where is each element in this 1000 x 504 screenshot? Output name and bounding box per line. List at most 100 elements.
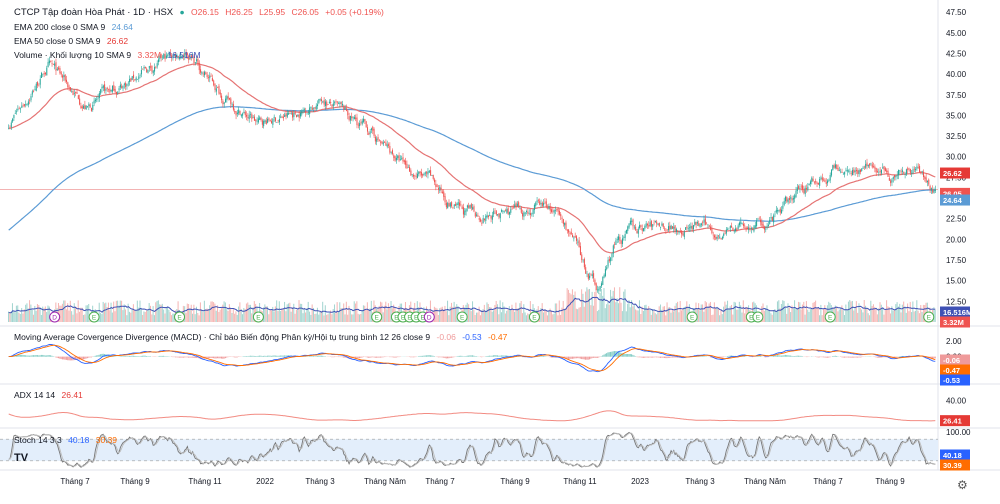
- macd-hist-bar: [263, 355, 265, 357]
- candle-body: [357, 124, 359, 126]
- adx-legend[interactable]: ADX 14 14 26.41: [14, 389, 87, 401]
- volume-bar: [920, 304, 922, 322]
- ema200-legend[interactable]: EMA 200 close 0 SMA 9 24.64: [14, 21, 137, 33]
- volume-bar: [81, 307, 83, 322]
- macd-hist-bar: [503, 355, 505, 357]
- candle-body: [727, 229, 729, 231]
- candle-body: [359, 123, 361, 127]
- macd-hist-bar: [570, 356, 572, 359]
- macd-hist-bar: [186, 356, 188, 358]
- candle-body: [724, 232, 726, 234]
- candle-body: [127, 82, 129, 84]
- volume-bar: [765, 308, 767, 322]
- macd-hist-bar: [794, 356, 796, 357]
- macd-hist-bar: [52, 356, 54, 357]
- candle-body: [928, 179, 930, 185]
- candle-body: [303, 109, 305, 110]
- tradingview-logo-icon[interactable]: TV: [14, 452, 29, 464]
- candle-body: [65, 79, 68, 83]
- candle-body: [611, 253, 613, 258]
- candle-body: [640, 225, 642, 227]
- candle-body: [930, 188, 932, 191]
- macd-hist-bar: [349, 356, 351, 359]
- volume-bar: [59, 305, 61, 322]
- volume-bar: [606, 304, 608, 322]
- time-tick-label: 2022: [256, 477, 274, 486]
- volume-bar: [222, 304, 224, 322]
- volume-bar: [117, 300, 119, 322]
- candle-body: [689, 227, 691, 229]
- macd-hist-bar: [270, 355, 272, 357]
- volume-bar: [100, 312, 102, 322]
- macd-hist-bar: [255, 356, 257, 357]
- volume-bar: [135, 310, 137, 322]
- candle-body: [487, 215, 489, 218]
- volume-bar: [598, 309, 600, 322]
- volume-legend[interactable]: Volume · Khối lượng 10 SMA 9 3.32M 16.51…: [14, 49, 205, 61]
- volume-bar: [203, 300, 205, 322]
- candle-body: [468, 205, 470, 208]
- macd-hist-bar: [146, 356, 148, 357]
- gear-icon[interactable]: ⚙: [957, 478, 968, 492]
- candle-body: [678, 231, 680, 234]
- volume-bar: [577, 309, 579, 322]
- macd-hist-bar: [284, 355, 286, 357]
- volume-bar: [216, 305, 219, 322]
- macd-legend[interactable]: Moving Average Covergence Divergence (MA…: [14, 331, 511, 343]
- macd-hist-bar: [377, 356, 379, 358]
- macd-hist-bar: [44, 355, 46, 357]
- volume-bar: [607, 302, 609, 322]
- volume-bar: [15, 305, 17, 322]
- candle-body: [334, 102, 336, 103]
- candle-body: [13, 114, 15, 119]
- candle-body: [545, 201, 547, 207]
- macd-hist-bar: [420, 355, 422, 357]
- candle-body: [393, 155, 395, 158]
- price-tick-label: 15.00: [946, 277, 967, 286]
- macd-hist-bar: [391, 356, 393, 358]
- volume-bar: [595, 289, 597, 322]
- candle-body: [874, 166, 876, 169]
- macd-hist-bar: [128, 355, 130, 357]
- candle-body: [863, 166, 865, 168]
- macd-hist-bar: [900, 356, 902, 357]
- macd-hist-bar: [323, 356, 325, 357]
- ema50-legend[interactable]: EMA 50 close 0 SMA 9 26.62: [14, 35, 132, 47]
- candle-body: [133, 74, 135, 79]
- stoch-legend[interactable]: Stoch 14 3 3 40.18 30.39: [14, 434, 121, 446]
- volume-bar: [849, 300, 851, 322]
- candle-body: [833, 165, 835, 168]
- candle-body: [803, 188, 805, 193]
- volume-bar: [232, 309, 234, 322]
- macd-hist-bar: [619, 352, 621, 357]
- volume-bar: [211, 301, 213, 322]
- macd-hist-bar: [316, 356, 318, 357]
- candle-body: [391, 150, 394, 154]
- macd-hist-bar: [114, 356, 116, 357]
- macd-hist-bar: [320, 355, 322, 357]
- macd-hist-bar: [795, 355, 797, 357]
- stoch-axis-label-box: [940, 459, 970, 471]
- volume-bar: [893, 309, 895, 322]
- candle-body: [288, 113, 290, 115]
- candle-body: [151, 65, 153, 72]
- candle-body: [213, 80, 215, 86]
- candle-body: [81, 106, 83, 109]
- volume-bar: [629, 307, 631, 322]
- macd-hist-bar: [276, 355, 278, 357]
- candle-body: [67, 82, 69, 87]
- candle-body: [301, 110, 303, 115]
- macd-hist-bar: [602, 355, 604, 357]
- candle-body: [511, 208, 513, 210]
- macd-hist-bar: [97, 355, 99, 357]
- volume-bar: [366, 302, 368, 322]
- volume-bar: [753, 301, 755, 322]
- volume-bar: [729, 306, 731, 322]
- macd-hist-bar: [311, 356, 313, 357]
- candle-body: [490, 216, 492, 219]
- volume-bar: [253, 301, 255, 322]
- macd-hist-bar: [177, 356, 179, 358]
- volume-bar: [76, 313, 78, 322]
- earnings-marker-label: E: [401, 315, 406, 322]
